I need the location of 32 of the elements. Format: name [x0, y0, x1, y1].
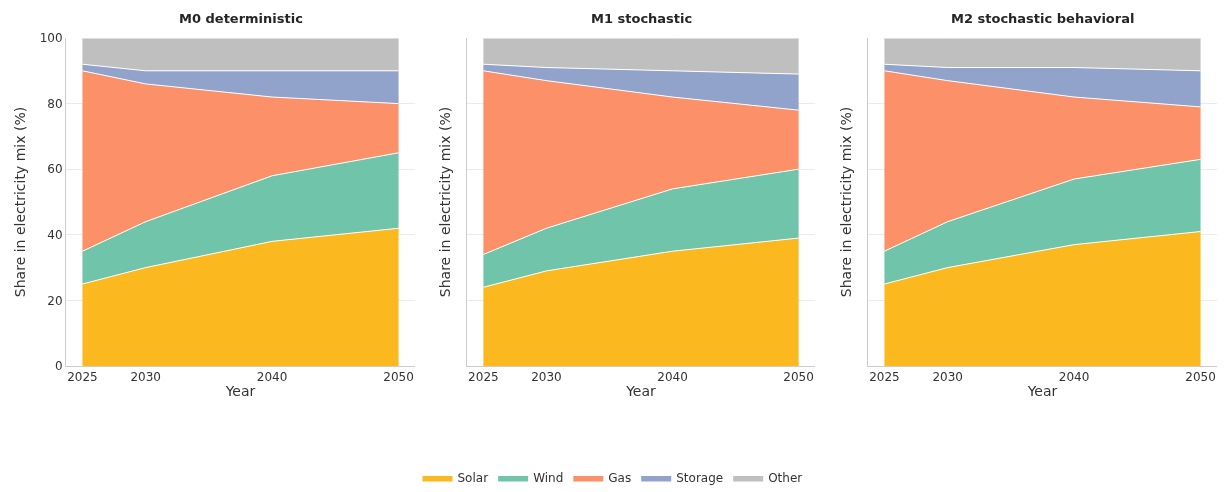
- y-tick-label: 20: [47, 293, 63, 308]
- x-tick-label: 2025: [869, 370, 900, 385]
- x-tick-label: 2040: [1058, 370, 1090, 385]
- legend-label: Gas: [608, 471, 632, 486]
- x-tick-label: 2050: [1185, 370, 1216, 385]
- x-tick-label: 2030: [932, 370, 963, 385]
- y-axis-title: Share in electricity mix (%): [12, 106, 29, 298]
- x-axis-title: Year: [224, 382, 256, 399]
- x-tick-label: 2050: [783, 370, 814, 385]
- x-axis-title: Year: [625, 382, 657, 399]
- y-tick-label: 100: [39, 31, 63, 46]
- y-tick-label: 80: [47, 96, 63, 111]
- x-tick-label: 2030: [531, 370, 562, 385]
- x-tick-label: 2025: [468, 370, 499, 385]
- x-tick-label: 2040: [657, 370, 688, 385]
- y-tick-label: 0: [54, 359, 63, 374]
- x-tick-label: 2030: [130, 370, 161, 385]
- x-axis-title: Year: [1026, 382, 1058, 399]
- chart-title: M1 stochastic: [591, 11, 693, 26]
- legend-label: Solar: [457, 471, 489, 486]
- chart-title: M2 stochastic behavioral: [951, 11, 1135, 26]
- x-tick-label: 2050: [383, 370, 414, 385]
- legend-label: Wind: [533, 471, 564, 486]
- y-tick-label: 60: [47, 162, 63, 177]
- y-tick-label: 40: [47, 228, 63, 242]
- legend-label: Storage: [676, 471, 724, 486]
- chart-title: M0 deterministic: [179, 11, 303, 26]
- y-axis-title: Share in electricity mix (%): [837, 106, 854, 298]
- x-tick-label: 2025: [67, 370, 98, 385]
- legend-label: Other: [768, 471, 803, 486]
- x-tick-label: 2040: [256, 370, 288, 385]
- y-axis-title: Share in electricity mix (%): [436, 106, 453, 298]
